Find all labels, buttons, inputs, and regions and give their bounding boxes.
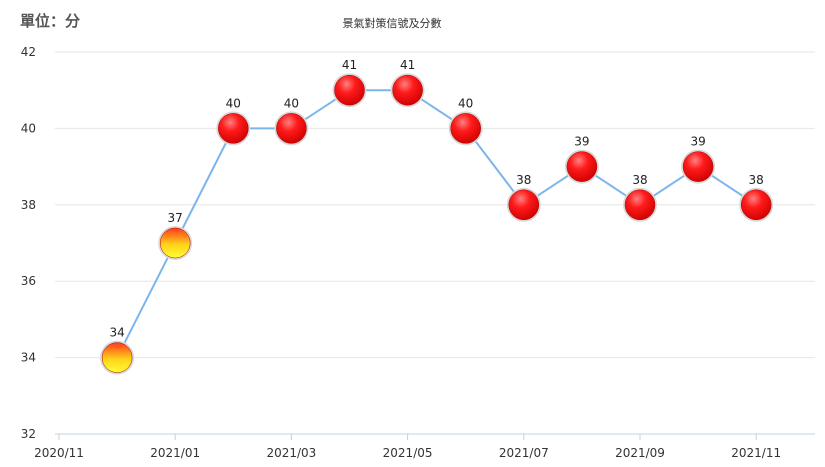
x-tick-label: 2021/01 (150, 446, 200, 460)
x-tick-label: 2021/03 (266, 446, 316, 460)
y-tick-label: 38 (21, 198, 36, 212)
data-point (740, 189, 772, 221)
x-tick-label: 2021/05 (383, 446, 433, 460)
data-point (334, 74, 365, 106)
data-label: 41 (400, 58, 415, 72)
chart-title: 景氣對策信號及分數 (343, 16, 442, 30)
data-label: 38 (749, 173, 764, 187)
data-label: 34 (109, 326, 124, 340)
y-tick-label: 32 (21, 427, 36, 441)
data-point (276, 113, 307, 144)
data-point (508, 189, 540, 221)
data-labels: 34 37 40 40 41 41 40 38 39 38 39 38 (109, 58, 763, 339)
y-axis-ticks: 32 34 36 38 40 42 (21, 45, 36, 441)
y-tick-label: 36 (21, 274, 36, 288)
y-tick-label: 42 (21, 45, 36, 59)
data-label: 40 (458, 96, 473, 110)
data-point (682, 151, 714, 182)
data-label: 39 (574, 135, 589, 149)
data-point (101, 342, 133, 373)
x-axis: 2020/11 2021/01 2021/03 2021/05 2021/07 2021/… (34, 433, 815, 460)
x-tick-label: 2021/11 (731, 446, 781, 460)
data-label: 39 (690, 135, 705, 149)
data-point (218, 113, 249, 144)
data-label: 38 (516, 173, 531, 187)
data-point (450, 113, 481, 144)
data-point (392, 74, 423, 106)
series-line (116, 89, 757, 359)
data-point (566, 151, 598, 182)
data-label: 41 (342, 58, 357, 72)
data-label: 40 (226, 96, 241, 110)
y-tick-label: 34 (21, 351, 36, 365)
y-tick-label: 40 (21, 121, 36, 135)
x-tick-label: 2020/11 (34, 446, 84, 460)
unit-label: 單位：分 (20, 12, 80, 30)
data-point (624, 189, 656, 221)
grid-lines (55, 51, 815, 359)
data-label: 37 (168, 211, 183, 225)
data-label: 40 (284, 96, 299, 110)
data-point (159, 227, 191, 259)
x-tick-label: 2021/09 (615, 446, 665, 460)
x-tick-label: 2021/07 (499, 446, 549, 460)
data-points (100, 73, 774, 375)
data-label: 38 (632, 173, 647, 187)
